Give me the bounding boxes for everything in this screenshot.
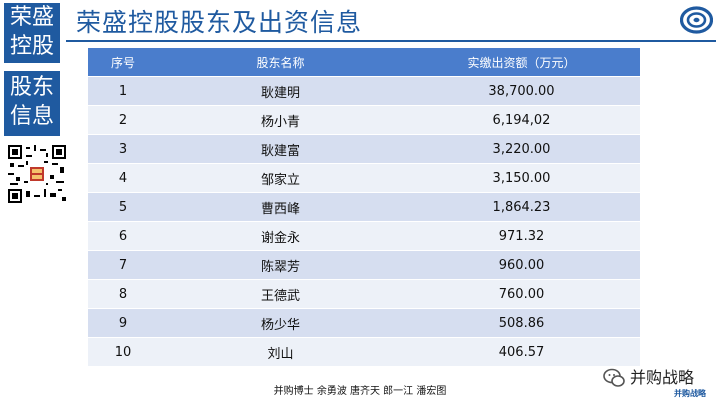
- wechat-icon: [603, 368, 625, 387]
- footer-credits: 并购博士 余勇波 唐齐天 郎一江 潘宏图: [273, 386, 447, 397]
- cell-amount: 6,194,02: [492, 112, 551, 128]
- table-header-row: 序号 股东名称 实缴出资额（万元）: [88, 48, 640, 77]
- cell-shareholder-name: 陈翠芳: [260, 259, 300, 275]
- cell-amount: 3,150.00: [492, 170, 551, 186]
- cell-shareholder-name: 杨小青: [260, 114, 300, 130]
- title-divider: [66, 40, 716, 42]
- table-row: 3 耿建富 3,220.00: [88, 135, 640, 164]
- cell-index: 8: [118, 286, 128, 302]
- cell-amount: 760.00: [498, 286, 545, 302]
- table-row: 6 谢金永 971.32: [88, 222, 640, 251]
- table-row: 5 曹西峰 1,864.23: [88, 193, 640, 222]
- table-row: 7 陈翠芳 960.00: [88, 251, 640, 280]
- cell-index: 6: [118, 228, 128, 244]
- shareholder-table: 序号 股东名称 实缴出资额（万元） 1 耿建明 38,700.00 2 杨小青 6,194…: [88, 48, 640, 367]
- watermark-subtext: 并购战略: [674, 389, 706, 398]
- cell-amount: 960.00: [498, 257, 545, 273]
- sidebar-section-line2: 信息: [9, 104, 54, 129]
- cell-shareholder-name: 谢金永: [260, 230, 300, 246]
- cell-index: 2: [118, 112, 128, 128]
- watermark-text: 并购战略: [630, 368, 695, 387]
- column-header-name: 股东名称: [256, 55, 305, 70]
- table-row: 1 耿建明 38,700.00: [88, 77, 640, 106]
- cell-amount: 508.86: [498, 315, 545, 331]
- table-row: 10 刘山 406.57: [88, 338, 640, 367]
- page-title: 荣盛控股股东及出资信息: [76, 8, 363, 37]
- cell-amount: 971.32: [498, 228, 545, 244]
- cell-shareholder-name: 王德武: [260, 288, 300, 304]
- column-header-index: 序号: [110, 55, 135, 70]
- table-row: 2 杨小青 6,194,02: [88, 106, 640, 135]
- table-row: 8 王德武 760.00: [88, 280, 640, 309]
- cell-shareholder-name: 曹西峰: [260, 201, 300, 217]
- cell-amount: 1,864.23: [492, 199, 551, 215]
- cell-index: 4: [118, 170, 128, 186]
- table-row: 9 杨少华 508.86: [88, 309, 640, 338]
- cell-index: 5: [118, 199, 128, 215]
- cell-amount: 406.57: [498, 344, 545, 360]
- column-header-amount: 实缴出资额（万元）: [467, 55, 576, 70]
- sidebar-company-line1: 荣盛: [9, 5, 54, 30]
- cell-shareholder-name: 杨少华: [260, 317, 300, 333]
- cell-index: 1: [118, 83, 128, 99]
- sidebar-company-box: 荣盛 控股: [4, 3, 60, 63]
- cell-shareholder-name: 邹家立: [260, 172, 300, 188]
- cell-index: 7: [118, 257, 128, 273]
- table-row: 4 邹家立 3,150.00: [88, 164, 640, 193]
- cell-shareholder-name: 耿建明: [260, 85, 300, 101]
- qr-code-icon: [8, 145, 66, 203]
- cell-index: 10: [114, 344, 132, 360]
- cell-index: 3: [118, 141, 128, 157]
- cell-amount: 38,700.00: [488, 83, 555, 99]
- cell-amount: 3,220.00: [492, 141, 551, 157]
- cell-shareholder-name: 刘山: [267, 346, 294, 362]
- watermark: 并购战略 并购战略: [600, 360, 716, 402]
- cell-index: 9: [118, 315, 128, 331]
- table-body: 1 耿建明 38,700.00 2 杨小青 6,194,02 3 耿建富 3,220.00 4 邹家…: [88, 77, 640, 367]
- sidebar-section-line1: 股东: [9, 75, 54, 100]
- sidebar-company-line2: 控股: [9, 34, 54, 59]
- cell-shareholder-name: 耿建富: [260, 143, 300, 159]
- company-logo-icon: [680, 6, 713, 34]
- sidebar-section-box: 股东 信息: [4, 71, 60, 136]
